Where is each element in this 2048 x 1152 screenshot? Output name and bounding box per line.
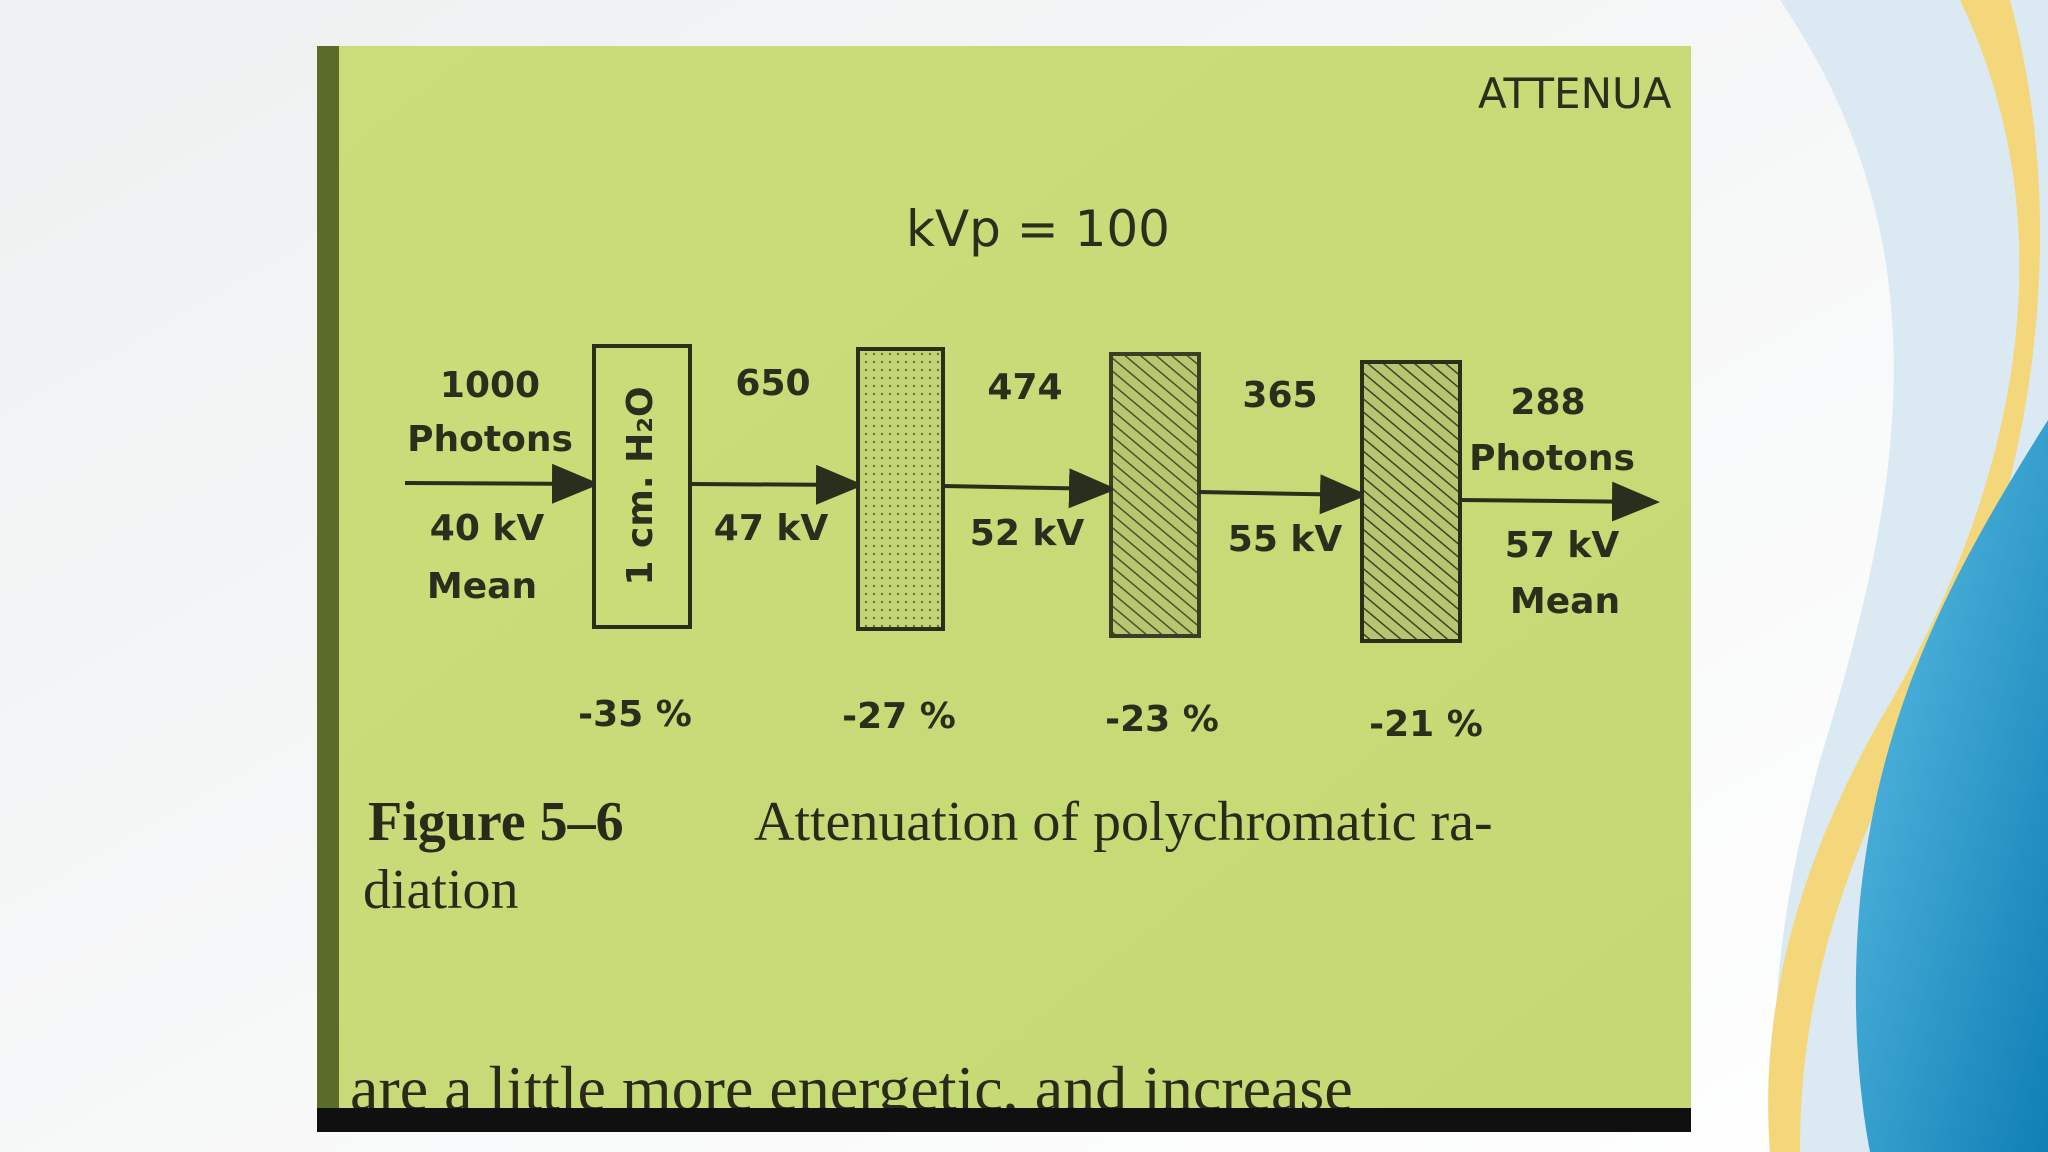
absorbers <box>592 344 1462 643</box>
loss: -35 % <box>578 694 692 735</box>
stage-count: 474 <box>987 367 1062 408</box>
caption-label: Figure 5–6 <box>368 791 624 853</box>
wave-yellow <box>1768 0 2041 1152</box>
loss: -23 % <box>1105 699 1219 740</box>
stage-count: 365 <box>1242 375 1317 416</box>
exit-count: 288 <box>1510 382 1585 423</box>
exit-note: Mean <box>1510 581 1620 622</box>
incident-note: Mean <box>427 566 537 607</box>
figure-title: kVp = 100 <box>906 200 1170 258</box>
photo: ATTENUA kVp = 100 1 cm. H₂O 1000 Photons… <box>317 46 1691 1132</box>
incident-count: 1000 <box>440 365 540 406</box>
bottom-shadow <box>317 1108 1691 1132</box>
loss: -27 % <box>842 696 956 737</box>
incident-energy: 40 kV <box>430 508 545 549</box>
loss: -21 % <box>1369 704 1483 745</box>
caption-text: diation <box>363 859 519 921</box>
stage-count: 650 <box>735 363 810 404</box>
absorber-label: 1 cm. H₂O <box>620 386 661 585</box>
stage-energy: 47 kV <box>714 508 829 549</box>
exit-unit: Photons <box>1469 438 1635 479</box>
incident-unit: Photons <box>407 419 573 460</box>
stage-energy: 52 kV <box>970 513 1085 554</box>
beam <box>404 463 1660 522</box>
page-edge <box>317 46 339 1132</box>
wave-blue <box>1855 420 2048 1152</box>
header: ATTENUA <box>1478 69 1672 118</box>
stage-energy: 55 kV <box>1228 519 1343 560</box>
exit-energy: 57 kV <box>1505 525 1620 566</box>
caption-text: Attenuation of polychromatic ra- <box>754 791 1493 853</box>
